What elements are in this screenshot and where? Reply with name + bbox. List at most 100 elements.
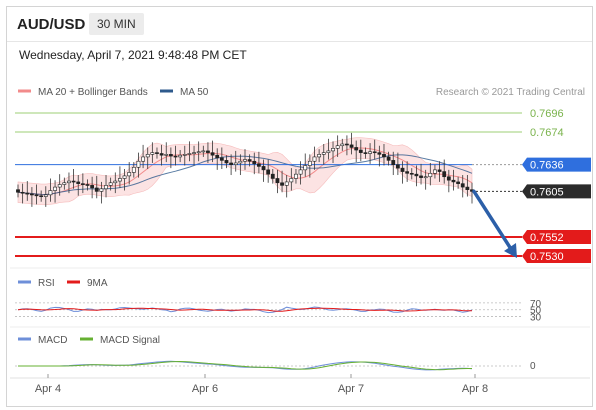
rsi-level-label-70: 70 <box>530 299 542 310</box>
candle <box>280 170 284 193</box>
candle <box>233 150 238 172</box>
ma50-legend-swatch <box>160 89 173 93</box>
candle-body <box>34 194 39 197</box>
candle <box>423 169 428 190</box>
pivot-tag-text: 0.7636 <box>530 160 564 172</box>
macd-signal-legend-label: MACD Signal <box>100 335 160 346</box>
candle-body <box>270 173 275 179</box>
support-tag-1: 0.7552 <box>522 230 591 245</box>
candle <box>298 161 303 185</box>
ma50-legend-label: MA 50 <box>180 87 209 98</box>
support-tag-2: 0.7530 <box>522 249 591 263</box>
candle <box>414 165 419 187</box>
candle <box>90 176 95 199</box>
candle <box>76 175 81 196</box>
price-legend: MA 20 + Bollinger Bands MA 50 <box>18 87 209 98</box>
candle-body <box>150 152 155 155</box>
candle-body <box>67 180 71 184</box>
candle <box>247 154 252 167</box>
candle <box>182 145 187 166</box>
datetime-label: Wednesday, April 7, 2021 9:48:48 PM CET <box>19 48 247 62</box>
candle-body <box>62 182 67 185</box>
candle <box>159 144 164 166</box>
macd-line <box>18 360 473 371</box>
candle-body <box>405 171 410 174</box>
candle <box>451 169 456 191</box>
candle-body <box>201 150 206 153</box>
candle-body <box>261 166 266 171</box>
candle-body <box>210 152 215 156</box>
candle <box>372 139 377 160</box>
candle <box>104 175 108 198</box>
candle <box>405 161 410 182</box>
candle-body <box>25 192 30 195</box>
candle <box>307 154 312 178</box>
candle-body <box>368 151 372 154</box>
candle-body <box>16 189 20 193</box>
candle-body <box>182 154 187 156</box>
candle <box>326 138 331 160</box>
candle-body <box>224 160 229 164</box>
candle-body <box>460 183 465 188</box>
candle-body <box>433 169 437 174</box>
symbol-title: AUD/USD <box>17 16 86 33</box>
timeframe-badge[interactable]: 30 MIN <box>89 13 144 35</box>
candle <box>62 177 67 190</box>
candle-body <box>395 164 400 169</box>
candle-body <box>238 160 243 164</box>
candle <box>71 168 76 189</box>
candle <box>196 141 201 162</box>
candle <box>331 141 335 163</box>
candle-body <box>456 181 461 184</box>
candle <box>349 132 354 155</box>
ma20-legend-label: MA 20 + Bollinger Bands <box>38 87 148 98</box>
candle <box>312 146 317 170</box>
candle-body <box>363 152 368 154</box>
macd-legend-label: MACD <box>38 335 67 346</box>
candle <box>108 177 113 191</box>
candle-body <box>243 159 247 162</box>
candle <box>57 174 62 196</box>
candle-body <box>159 153 164 156</box>
candle-body <box>53 186 57 191</box>
candle <box>25 181 30 201</box>
candle <box>187 141 192 162</box>
pivot-tag: 0.7636 <box>522 157 591 172</box>
candle-body <box>446 176 451 181</box>
candle <box>43 186 48 207</box>
candle <box>16 184 20 198</box>
candle <box>256 151 261 174</box>
candle-body <box>187 153 192 155</box>
candle <box>224 155 229 169</box>
candle-body <box>331 148 335 152</box>
rsi-legend-label: RSI <box>38 278 55 289</box>
candle <box>131 162 136 178</box>
candle-body <box>442 171 447 178</box>
candle-body <box>409 173 414 175</box>
macd-legend: MACD MACD Signal <box>18 335 160 346</box>
candle-body <box>80 183 85 185</box>
candle <box>113 172 118 194</box>
last-price-tag-text: 0.7605 <box>530 186 564 198</box>
candle <box>400 161 405 184</box>
candle-body <box>127 172 132 177</box>
x-tick-label: Apr 7 <box>338 383 364 395</box>
candle <box>377 145 382 167</box>
candle <box>150 142 155 163</box>
pivot-tag-bg <box>522 157 591 172</box>
candle <box>437 161 442 182</box>
candle-body <box>71 180 76 183</box>
candle-body <box>340 143 345 147</box>
rsi-level-label-50: 50 <box>530 306 542 317</box>
candle-body <box>136 160 141 168</box>
candle-body <box>391 160 396 165</box>
resistance-tag-1-text: 0.7696 <box>530 108 564 120</box>
candle-body <box>113 180 118 184</box>
last-price-tag: 0.7605 <box>522 184 591 199</box>
candle-body <box>345 143 349 146</box>
candle <box>164 142 169 163</box>
macd-zero-label: 0 <box>530 361 536 372</box>
candle-body <box>233 162 238 165</box>
candle-body <box>20 191 25 194</box>
